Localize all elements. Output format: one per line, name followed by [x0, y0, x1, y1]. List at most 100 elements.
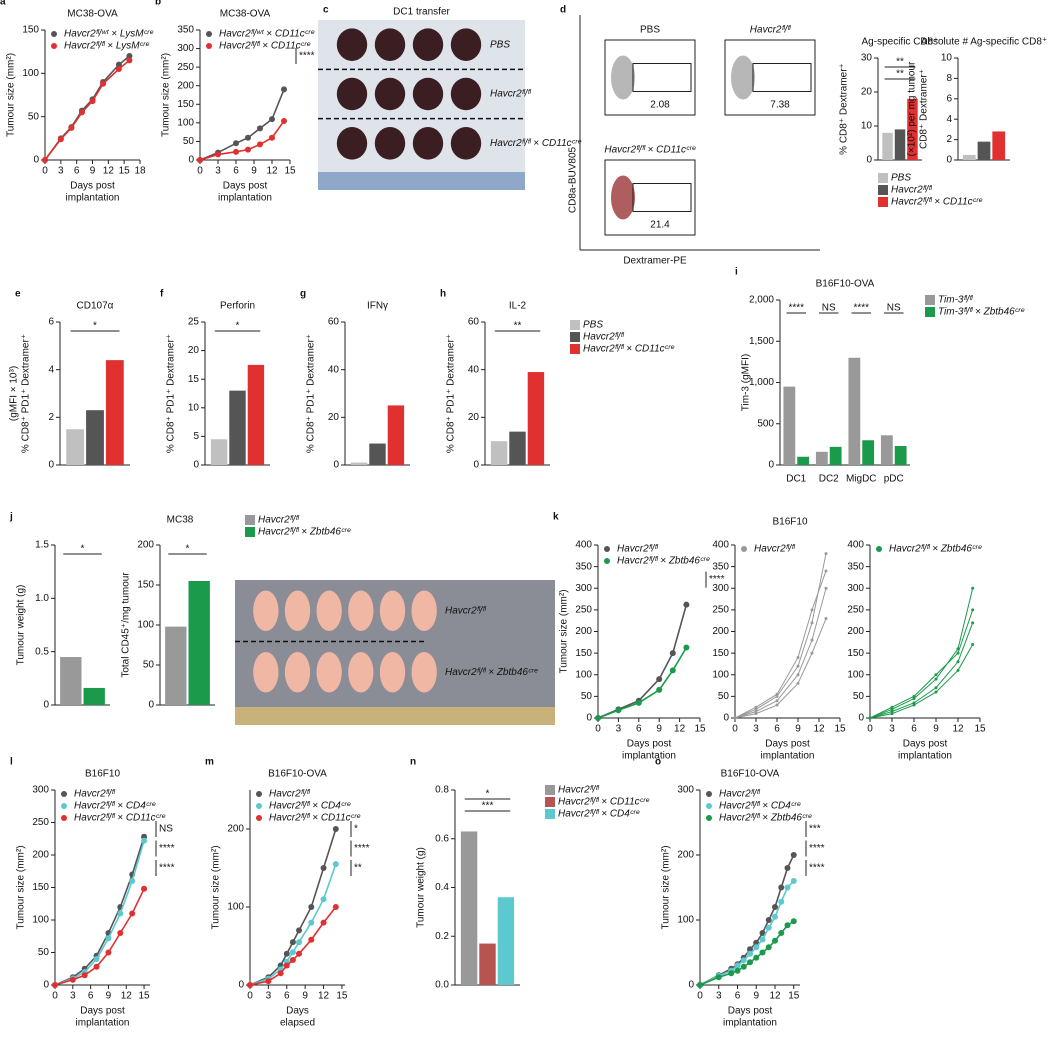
bar — [229, 390, 246, 465]
bar — [210, 439, 228, 465]
data-point — [753, 954, 760, 961]
data-point — [778, 898, 785, 905]
legend-swatch — [570, 332, 580, 342]
bar — [977, 141, 991, 160]
x-tick-label: 9 — [90, 166, 96, 177]
tumour — [450, 127, 482, 160]
y-tick-label: 0.4 — [435, 882, 449, 893]
panel-letter: n — [410, 757, 416, 768]
legend-label: Havcr2ᶠˡ/ᶠˡ × CD11cᶜʳᵉ — [74, 813, 165, 824]
y-tick-label: 150 — [847, 648, 864, 659]
data-point — [754, 705, 758, 709]
data-point — [265, 978, 272, 985]
y-axis-label: (×10²) per mg tumour — [907, 61, 918, 156]
data-point — [759, 936, 766, 943]
y-axis-label: Tumour weight (g) — [16, 585, 27, 666]
y-axis-label: Tim-3 (gMFI) — [741, 354, 752, 411]
x-tick-label: 15 — [119, 166, 131, 177]
bar — [992, 131, 1006, 160]
chart-title: B16F10 — [85, 769, 120, 780]
x-tick-label: 6 — [74, 166, 80, 177]
x-axis-label: Dextramer-PE — [623, 256, 687, 267]
bar — [783, 386, 796, 465]
bar — [479, 943, 496, 985]
y-tick-label: 0 — [43, 700, 49, 711]
y-tick-label: 100 — [227, 902, 244, 913]
tumour — [412, 127, 444, 160]
x-tick-label: 6 — [88, 991, 94, 1002]
flow-gate — [632, 183, 692, 212]
y-axis-label: Tumour size (mm²) — [661, 845, 672, 929]
x-tick-label: 0 — [52, 991, 58, 1002]
x-tick-label: 12 — [769, 991, 781, 1002]
tumour — [374, 77, 406, 111]
y-tick-label: 0 — [723, 713, 729, 724]
data-point — [765, 917, 772, 923]
photo-label: Havcr2ᶠˡ/ᶠˡ — [490, 89, 531, 100]
y-tick-label: 20 — [188, 345, 200, 356]
y-axis-label: % CD8⁺ PD1⁺ Dextramer⁺ — [306, 334, 317, 453]
y-tick-label: 500 — [757, 418, 774, 429]
y-tick-label: 300 — [677, 785, 694, 796]
panel-letter: o — [655, 757, 661, 768]
data-point — [42, 157, 48, 163]
data-point — [281, 86, 287, 93]
y-tick-label: 0 — [333, 460, 339, 471]
data-point — [934, 673, 938, 677]
data-point — [289, 957, 296, 964]
data-point — [78, 109, 85, 116]
data-point — [956, 668, 960, 672]
legend-marker — [206, 43, 212, 49]
x-tick-label: 3 — [266, 991, 272, 1002]
data-point — [269, 116, 275, 123]
x-axis-label: implantation — [66, 193, 120, 204]
legend-marker — [604, 558, 610, 564]
legend-label: Havcr2ᶠˡ/ᶠˡ × Zbtb46ᶜʳᵉ — [889, 544, 982, 555]
legend-label: Havcr2ᶠˡ/ʷᵗ × CD11cᶜʳᵉ — [219, 29, 314, 40]
y-tick-label: 0.0 — [435, 980, 449, 991]
data-point — [283, 950, 290, 957]
x-tick-label: 0 — [595, 724, 601, 735]
bar — [497, 897, 515, 985]
flow-population — [611, 55, 635, 100]
tumour — [336, 28, 368, 61]
flow-title: PBS — [640, 25, 660, 36]
data-point — [956, 651, 960, 655]
x-tick-label: 15 — [336, 991, 348, 1002]
x-tick-label: 12 — [674, 724, 686, 735]
data-point — [100, 80, 107, 87]
gate-value: 21.4 — [650, 220, 670, 231]
y-tick-label: 300 — [177, 43, 194, 54]
data-point — [790, 852, 797, 858]
data-point — [956, 660, 960, 664]
y-tick-label: 200 — [137, 540, 154, 551]
data-point — [129, 910, 136, 917]
data-point — [754, 707, 758, 711]
data-point — [697, 982, 703, 988]
annotation: *** — [809, 824, 821, 835]
legend-marker — [706, 791, 712, 797]
y-tick-label: 250 — [32, 817, 49, 828]
data-point — [740, 957, 747, 964]
y-tick-label: 100 — [22, 68, 39, 79]
data-point — [115, 66, 122, 72]
data-point — [320, 896, 327, 903]
data-point — [778, 884, 785, 891]
panel-letter: e — [15, 289, 21, 300]
bar — [848, 357, 861, 465]
legend-label: Tim-3ᶠˡ/ᶠˡ — [938, 295, 973, 306]
x-tick-label: 3 — [716, 991, 722, 1002]
y-tick-label: 150 — [137, 580, 154, 591]
data-point — [754, 712, 758, 716]
x-tick-label: 6 — [735, 991, 741, 1002]
x-tick-label: DC1 — [786, 474, 806, 485]
bar — [247, 364, 265, 465]
x-tick-label: 15 — [834, 724, 846, 735]
data-point — [669, 650, 676, 657]
data-point — [715, 974, 722, 981]
bar — [86, 410, 104, 465]
annotation: ** — [354, 863, 362, 874]
y-tick-label: 6 — [946, 93, 952, 104]
bar — [894, 446, 907, 465]
